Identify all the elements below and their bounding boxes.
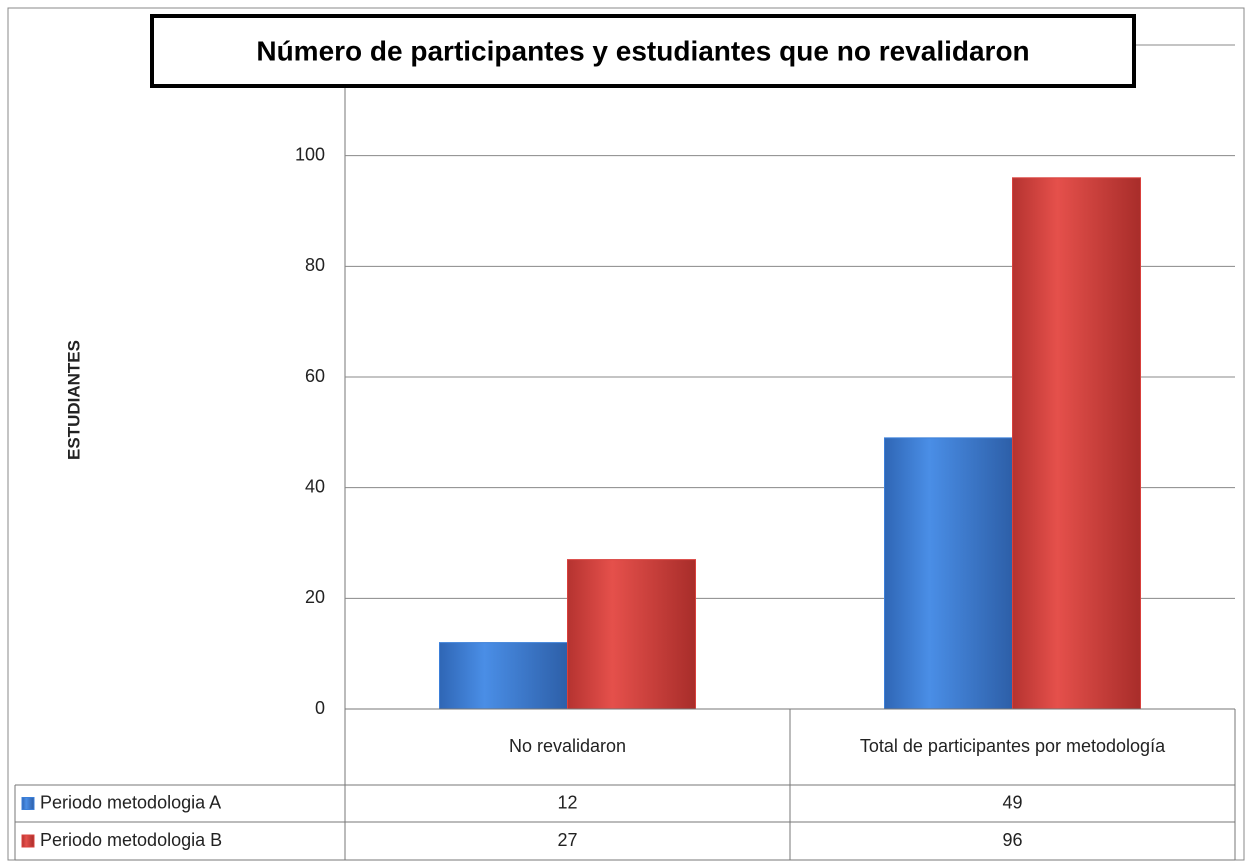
chart-title: Número de participantes y estudiantes qu… — [256, 35, 1029, 66]
y-tick-label: 0 — [315, 698, 325, 718]
y-tick-label: 100 — [295, 144, 325, 164]
title-box — [150, 14, 1136, 88]
x-tick-label: Total de participantes por metodología — [860, 736, 1166, 756]
y-axis-label: ESTUDIANTES — [64, 340, 83, 460]
bar — [1012, 177, 1141, 710]
legend-swatch — [21, 797, 35, 810]
bar — [567, 559, 696, 710]
y-tick-label: 80 — [305, 255, 325, 275]
data-table-value: 96 — [1002, 830, 1022, 850]
legend-swatch — [21, 834, 35, 848]
bar — [439, 642, 568, 710]
legend-label: Periodo metodologia B — [40, 830, 222, 850]
data-table-value: 27 — [557, 830, 577, 850]
y-tick-label: 40 — [305, 476, 325, 496]
data-table-value: 12 — [557, 792, 577, 812]
x-tick-label: No revalidaron — [509, 736, 626, 756]
plot: 0 20 40 60 80 100 No revalidaron Total de parti… — [14, 144, 1236, 861]
legend-label: Periodo metodologia A — [40, 792, 221, 812]
data-table-value: 49 — [1002, 792, 1022, 812]
bar — [884, 437, 1013, 710]
y-tick-label: 60 — [305, 366, 325, 386]
y-tick-label: 20 — [305, 587, 325, 607]
